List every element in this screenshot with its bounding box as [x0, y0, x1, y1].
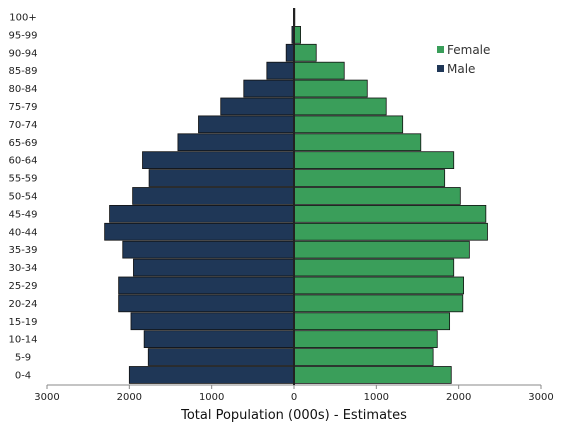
legend: Female Male [437, 43, 490, 76]
bar-female-10-14 [293, 330, 438, 349]
age-label-50-54: 50-54 [8, 191, 37, 202]
bar-female-70-74 [293, 115, 404, 134]
legend-swatch-female [437, 46, 444, 53]
bar-female-30-34 [293, 258, 455, 277]
age-label-75-79: 75-79 [8, 102, 37, 113]
bar-female-85-89 [293, 61, 345, 80]
bar-female-65-69 [293, 133, 422, 152]
bar-male-10-14 [143, 330, 295, 349]
bar-female-5-9 [293, 348, 434, 366]
bar-male-75-79 [220, 97, 295, 116]
bar-female-75-79 [293, 97, 387, 116]
bar-male-0-4 [128, 366, 295, 384]
bar-female-40-44 [293, 222, 488, 241]
age-label-0-4: 0-4 [15, 370, 31, 381]
age-label-90-94: 90-94 [8, 48, 37, 59]
age-label-15-19: 15-19 [8, 317, 37, 328]
age-label-55-59: 55-59 [8, 174, 37, 185]
age-label-35-39: 35-39 [8, 245, 37, 256]
bar-female-15-19 [293, 312, 451, 331]
age-label-65-69: 65-69 [8, 138, 37, 149]
bar-female-0-4 [293, 366, 452, 384]
age-label-10-14: 10-14 [8, 335, 37, 346]
x-tick-label: 1000 [199, 392, 224, 403]
age-label-70-74: 70-74 [8, 120, 37, 131]
x-tick-label: 1000 [364, 392, 389, 403]
bar-female-20-24 [293, 294, 464, 313]
age-label-45-49: 45-49 [8, 209, 37, 220]
bar-female-25-29 [293, 276, 465, 295]
x-tick-label: 2000 [446, 392, 471, 403]
bar-male-30-34 [133, 258, 295, 277]
bar-female-60-64 [293, 151, 455, 169]
x-axis-ticks: 3000 2000 1000 0 1000 2000 3000 [34, 385, 554, 403]
bar-male-55-59 [148, 169, 295, 187]
bar-male-50-54 [132, 187, 295, 205]
bar-male-60-64 [142, 151, 295, 169]
bar-female-55-59 [293, 169, 446, 187]
bar-male-25-29 [118, 276, 295, 295]
age-label-80-84: 80-84 [8, 84, 37, 95]
bar-male-20-24 [118, 294, 295, 313]
x-axis-title: Total Population (000s) - Estimates [180, 408, 407, 423]
age-label-40-44: 40-44 [8, 227, 37, 238]
bar-female-80-84 [293, 79, 368, 98]
x-tick-label: 2000 [117, 392, 142, 403]
age-label-85-89: 85-89 [8, 66, 37, 77]
bar-male-15-19 [130, 312, 295, 331]
x-tick-label: 0 [291, 392, 297, 403]
age-group-labels: 0-4 5-9 10-14 15-19 20-24 25-29 30-34 35-39 40-4… [8, 12, 37, 381]
bar-female-90-94 [293, 43, 317, 62]
age-label-30-34: 30-34 [8, 263, 37, 274]
bar-female-45-49 [293, 204, 487, 223]
age-label-100+: 100+ [9, 12, 36, 23]
age-label-5-9: 5-9 [15, 353, 31, 364]
legend-label-female: Female [447, 43, 490, 57]
x-tick-label: 3000 [528, 392, 553, 403]
bar-male-90-94 [285, 43, 295, 62]
bar-female-50-54 [293, 187, 461, 205]
x-tick-label: 3000 [34, 392, 59, 403]
age-label-20-24: 20-24 [8, 299, 37, 310]
bar-male-80-84 [243, 79, 295, 98]
age-label-60-64: 60-64 [8, 156, 37, 167]
bar-female-35-39 [293, 240, 470, 259]
bar-male-5-9 [147, 348, 295, 366]
bar-male-45-49 [109, 204, 295, 223]
bar-male-65-69 [177, 133, 295, 152]
age-label-95-99: 95-99 [8, 30, 37, 41]
bar-male-70-74 [198, 115, 295, 134]
bar-male-35-39 [122, 240, 295, 259]
bar-male-85-89 [266, 61, 295, 80]
legend-swatch-male [437, 65, 444, 72]
legend-label-male: Male [447, 62, 475, 76]
bar-male-40-44 [104, 222, 295, 241]
age-label-25-29: 25-29 [8, 281, 37, 292]
bars-group [104, 8, 488, 384]
